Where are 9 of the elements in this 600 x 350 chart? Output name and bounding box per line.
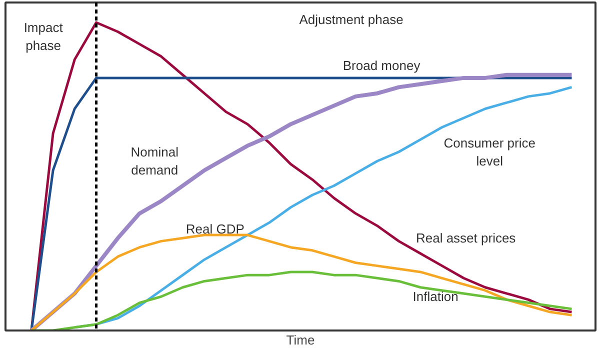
series-label: Real asset prices [416, 230, 516, 246]
annotation: Adjustment phase [299, 12, 404, 27]
series-label: Real GDP [186, 221, 244, 236]
series-label: Broad money [342, 58, 421, 74]
series-label: Consumer price level [444, 135, 536, 168]
annotation: Impact phase [24, 20, 64, 53]
series-label: Inflation [412, 289, 458, 304]
series-label: Nominal demand [130, 144, 179, 178]
x-axis-title: Time [286, 332, 315, 348]
